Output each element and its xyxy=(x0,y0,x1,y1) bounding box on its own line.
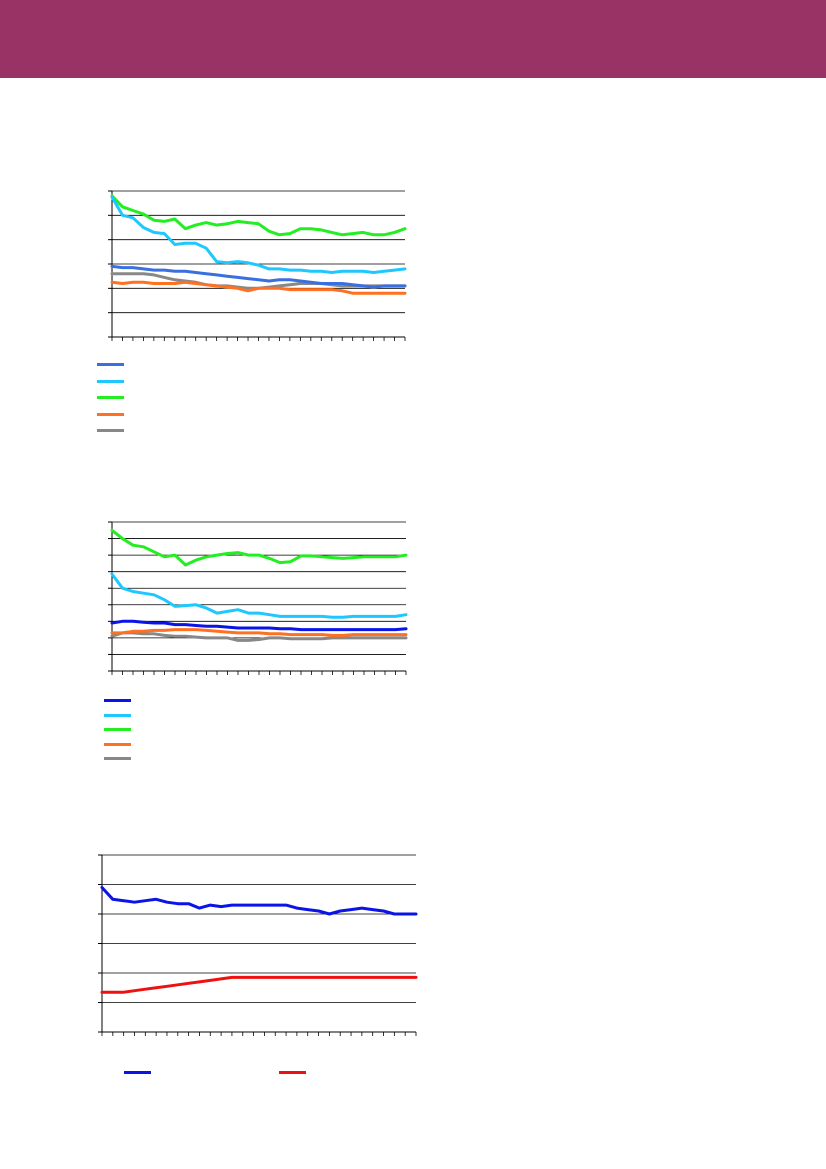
series-line-1 xyxy=(110,264,407,289)
legend-swatch xyxy=(104,757,131,760)
legend-chart-1 xyxy=(97,363,397,438)
series-line-4 xyxy=(110,628,408,637)
series-line-3 xyxy=(110,194,407,237)
series-line-3 xyxy=(110,528,408,567)
legend-swatch xyxy=(124,1071,151,1074)
series-line-1 xyxy=(100,886,418,916)
series-line-5 xyxy=(110,631,408,642)
series-line-2 xyxy=(110,195,407,274)
header-band xyxy=(0,0,826,78)
chart-1 xyxy=(108,190,407,341)
legend-swatch xyxy=(104,713,131,717)
legend-swatch xyxy=(104,742,131,746)
legend-swatch xyxy=(97,429,124,432)
legend-swatch xyxy=(104,699,131,702)
series-line-2 xyxy=(110,572,408,619)
chart-2 xyxy=(108,521,408,675)
legend-chart-2 xyxy=(104,699,404,769)
chart-3 xyxy=(98,854,418,1036)
legend-swatch xyxy=(279,1071,306,1074)
legend-chart-3 xyxy=(124,1071,424,1081)
series-line-2 xyxy=(100,975,418,994)
legend-swatch xyxy=(97,379,124,383)
legend-swatch xyxy=(97,363,124,366)
legend-swatch xyxy=(104,728,131,731)
series-line-1 xyxy=(110,619,408,632)
legend-swatch xyxy=(97,396,124,399)
series-line-4 xyxy=(110,280,407,295)
legend-swatch xyxy=(97,412,124,416)
